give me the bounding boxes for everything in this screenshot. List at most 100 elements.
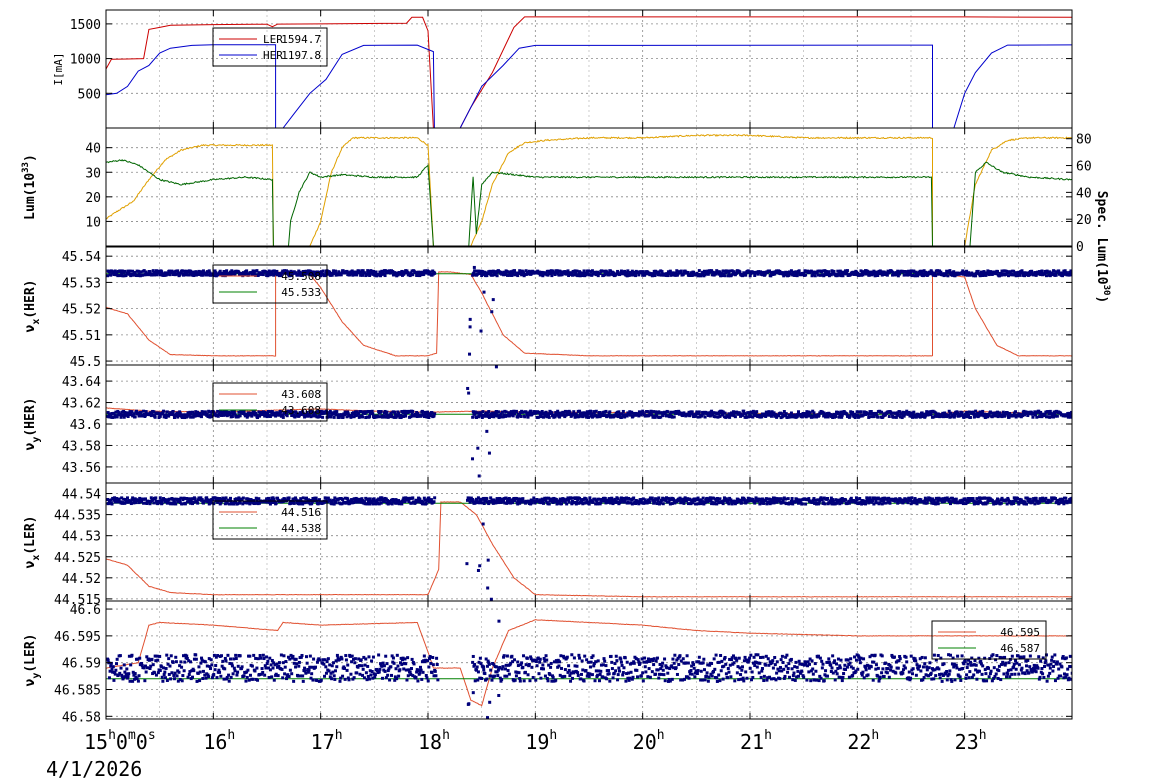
meas-point [763, 412, 767, 416]
y2-label-tail: ) [1094, 295, 1109, 303]
meas-outlier [487, 451, 491, 455]
meas-point [840, 415, 844, 419]
meas-point [482, 496, 486, 500]
meas-point [1052, 269, 1056, 273]
meas-point [138, 656, 142, 660]
meas-point [511, 414, 515, 418]
meas-point [165, 653, 169, 657]
meas-point [1034, 496, 1038, 500]
meas-point [921, 272, 925, 276]
meas-point [119, 415, 123, 419]
meas-point [764, 414, 768, 418]
meas-point [324, 409, 328, 413]
meas-point [994, 414, 998, 418]
meas-point [619, 500, 623, 504]
meas-point [1007, 415, 1011, 419]
meas-point [252, 270, 256, 274]
meas-point [1044, 496, 1048, 500]
meas-point [516, 499, 520, 503]
meas-point [942, 274, 946, 278]
meas-point [394, 498, 398, 502]
meas-point [420, 409, 424, 413]
meas-point [784, 412, 788, 416]
meas-point [762, 501, 766, 505]
meas-point [715, 496, 719, 500]
meas-point [192, 657, 196, 661]
meas-point [372, 497, 376, 501]
meas-point [167, 414, 171, 418]
meas-point [261, 273, 265, 277]
meas-point [664, 498, 668, 502]
meas-point [670, 502, 674, 506]
meas-point [918, 415, 922, 419]
meas-point [1043, 498, 1047, 502]
series-HER [106, 44, 1072, 128]
meas-point [651, 498, 655, 502]
meas-point [153, 654, 157, 658]
meas-point [610, 500, 614, 504]
meas-point [641, 411, 645, 415]
meas-point [270, 411, 274, 415]
meas-point [416, 412, 420, 416]
meas-point [423, 498, 427, 502]
meas-point [925, 501, 929, 505]
meas-point [289, 269, 293, 273]
meas-point [607, 497, 611, 501]
meas-point [751, 409, 755, 413]
meas-point [1037, 415, 1041, 419]
meas-point [112, 678, 116, 682]
meas-point [476, 496, 480, 500]
meas-point [292, 501, 296, 505]
meas-point [700, 414, 704, 418]
meas-point [648, 500, 652, 504]
meas-point [981, 502, 985, 506]
meas-point [1050, 271, 1054, 275]
grid-lines [106, 365, 1072, 483]
meas-point [797, 501, 801, 505]
meas-point [690, 410, 694, 414]
meas-point [166, 662, 170, 666]
meas-point [261, 653, 265, 657]
meas-point [1046, 501, 1050, 505]
meas-point [154, 269, 158, 273]
meas-point [228, 413, 232, 417]
meas-point [379, 410, 383, 414]
meas-point [666, 270, 670, 274]
meas-point [1057, 269, 1061, 273]
meas-point [265, 662, 269, 666]
meas-point [578, 496, 582, 500]
legend-value: 44.538 [281, 522, 321, 535]
meas-point [706, 272, 710, 276]
meas-point [539, 501, 543, 505]
meas-point [693, 498, 697, 502]
meas-point [495, 497, 499, 501]
meas-point [880, 502, 884, 506]
meas-point [475, 415, 479, 419]
y-tick-label: 44.53 [62, 530, 101, 545]
meas-point [718, 270, 722, 274]
meas-point [137, 501, 141, 505]
meas-point [906, 273, 910, 277]
meas-point [700, 501, 704, 505]
meas-point [185, 414, 189, 418]
meas-point [871, 499, 875, 503]
meas-point [112, 411, 116, 415]
meas-point [219, 654, 223, 658]
meas-point [411, 273, 415, 277]
meas-point [197, 269, 201, 273]
meas-point [245, 675, 249, 679]
meas-point [1054, 273, 1058, 277]
meas-point [909, 411, 913, 415]
meas-point [129, 663, 133, 667]
meas-point [874, 501, 878, 505]
meas-point [717, 272, 721, 276]
meas-point [411, 496, 415, 500]
meas-point [830, 269, 834, 273]
meas-point [557, 501, 561, 505]
meas-point [882, 501, 886, 505]
meas-point [902, 414, 906, 418]
meas-point [1024, 502, 1028, 506]
meas-point [942, 414, 946, 418]
